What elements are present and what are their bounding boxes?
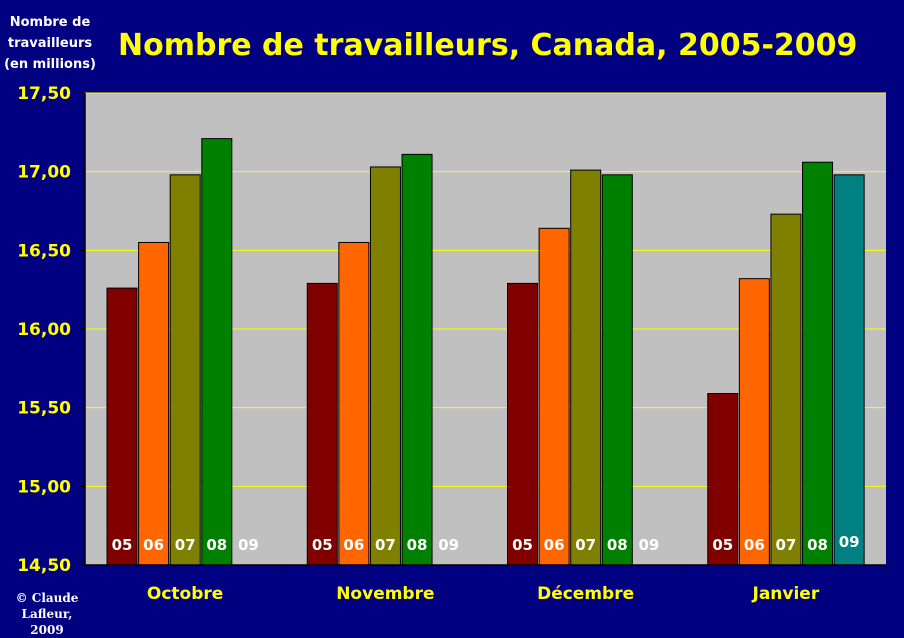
bar-07-Novembre: [369, 166, 401, 566]
bar-label-05: 05: [312, 536, 333, 554]
bar-label-05: 05: [112, 536, 133, 554]
y-axis-title: Nombre de travailleurs (en millions): [2, 12, 98, 75]
bar-label-07: 07: [175, 536, 196, 554]
bar-label-06: 06: [544, 536, 565, 554]
bar-06-Novembre: [338, 241, 370, 566]
copyright-credit: © Claude Lafleur, 2009: [4, 590, 90, 638]
y-tick-label: 14,50: [17, 556, 71, 576]
bars-group: [106, 138, 865, 566]
bar-label-09: 09: [638, 536, 659, 554]
bar-08-Octobre: [201, 138, 233, 566]
y-tick-label: 16,00: [17, 320, 71, 340]
y-tick-label: 16,50: [17, 241, 71, 261]
x-category-label: Novembre: [336, 584, 434, 604]
y-axis-title-line-3: (en millions): [4, 57, 96, 72]
bar-label-05: 05: [712, 536, 733, 554]
bar-label-06: 06: [143, 536, 164, 554]
bar-08-Décembre: [601, 174, 633, 566]
bar-06-Janvier: [738, 278, 770, 566]
bar-07-Décembre: [570, 169, 602, 566]
bar-label-07: 07: [575, 536, 596, 554]
axes: [79, 92, 887, 571]
bar-05-Décembre: [507, 282, 538, 566]
bar-label-08: 08: [206, 536, 227, 554]
credit-line-1: © Claude: [15, 591, 79, 605]
x-category-label: Décembre: [537, 584, 634, 604]
bar-label-06: 06: [343, 536, 364, 554]
y-tick-labels: 14,50 15,00 15,50 16,00 16,50 17,00 17,50: [17, 84, 71, 576]
y-tick-label: 15,00: [17, 477, 71, 497]
bar-label-09: 09: [238, 536, 259, 554]
bar-07-Janvier: [770, 213, 802, 566]
bar-label-09: 09: [839, 533, 860, 551]
y-axis-title-line-2: travailleurs: [7, 36, 93, 51]
bar-labels: 05 06 07 08 09 05 06 07 08 09 05 06 07 08 09 05 06 07 08 09: [112, 533, 860, 554]
bar-06-Décembre: [538, 227, 570, 566]
bar-label-08: 08: [807, 536, 828, 554]
bar-05-Novembre: [306, 282, 338, 566]
bar-07-Octobre: [169, 174, 201, 566]
bar-label-09: 09: [438, 536, 459, 554]
bar-label-08: 08: [607, 536, 628, 554]
bar-09-Janvier: [833, 174, 865, 566]
y-tick-label: 15,50: [17, 399, 71, 419]
bar-label-08: 08: [407, 536, 428, 554]
chart-title: Nombre de travailleurs, Canada, 2005-200…: [118, 28, 858, 63]
bar-08-Janvier: [802, 161, 834, 566]
y-tick-label: 17,50: [17, 84, 71, 104]
bar-08-Novembre: [401, 153, 433, 566]
bar-label-06: 06: [744, 536, 765, 554]
bar-label-07: 07: [375, 536, 396, 554]
credit-line-2: Lafleur, 2009: [21, 607, 73, 637]
x-category-label: Janvier: [752, 584, 820, 604]
y-tick-label: 17,00: [17, 163, 71, 183]
bar-label-07: 07: [776, 536, 797, 554]
y-axis-title-line-1: Nombre de: [9, 15, 91, 30]
x-category-label: Octobre: [147, 584, 223, 604]
bar-label-05: 05: [512, 536, 533, 554]
bar-06-Octobre: [138, 241, 170, 566]
bar-05-Octobre: [106, 287, 138, 566]
bar-05-Janvier: [707, 393, 739, 566]
x-category-labels: Octobre Novembre Décembre Janvier: [147, 584, 820, 604]
